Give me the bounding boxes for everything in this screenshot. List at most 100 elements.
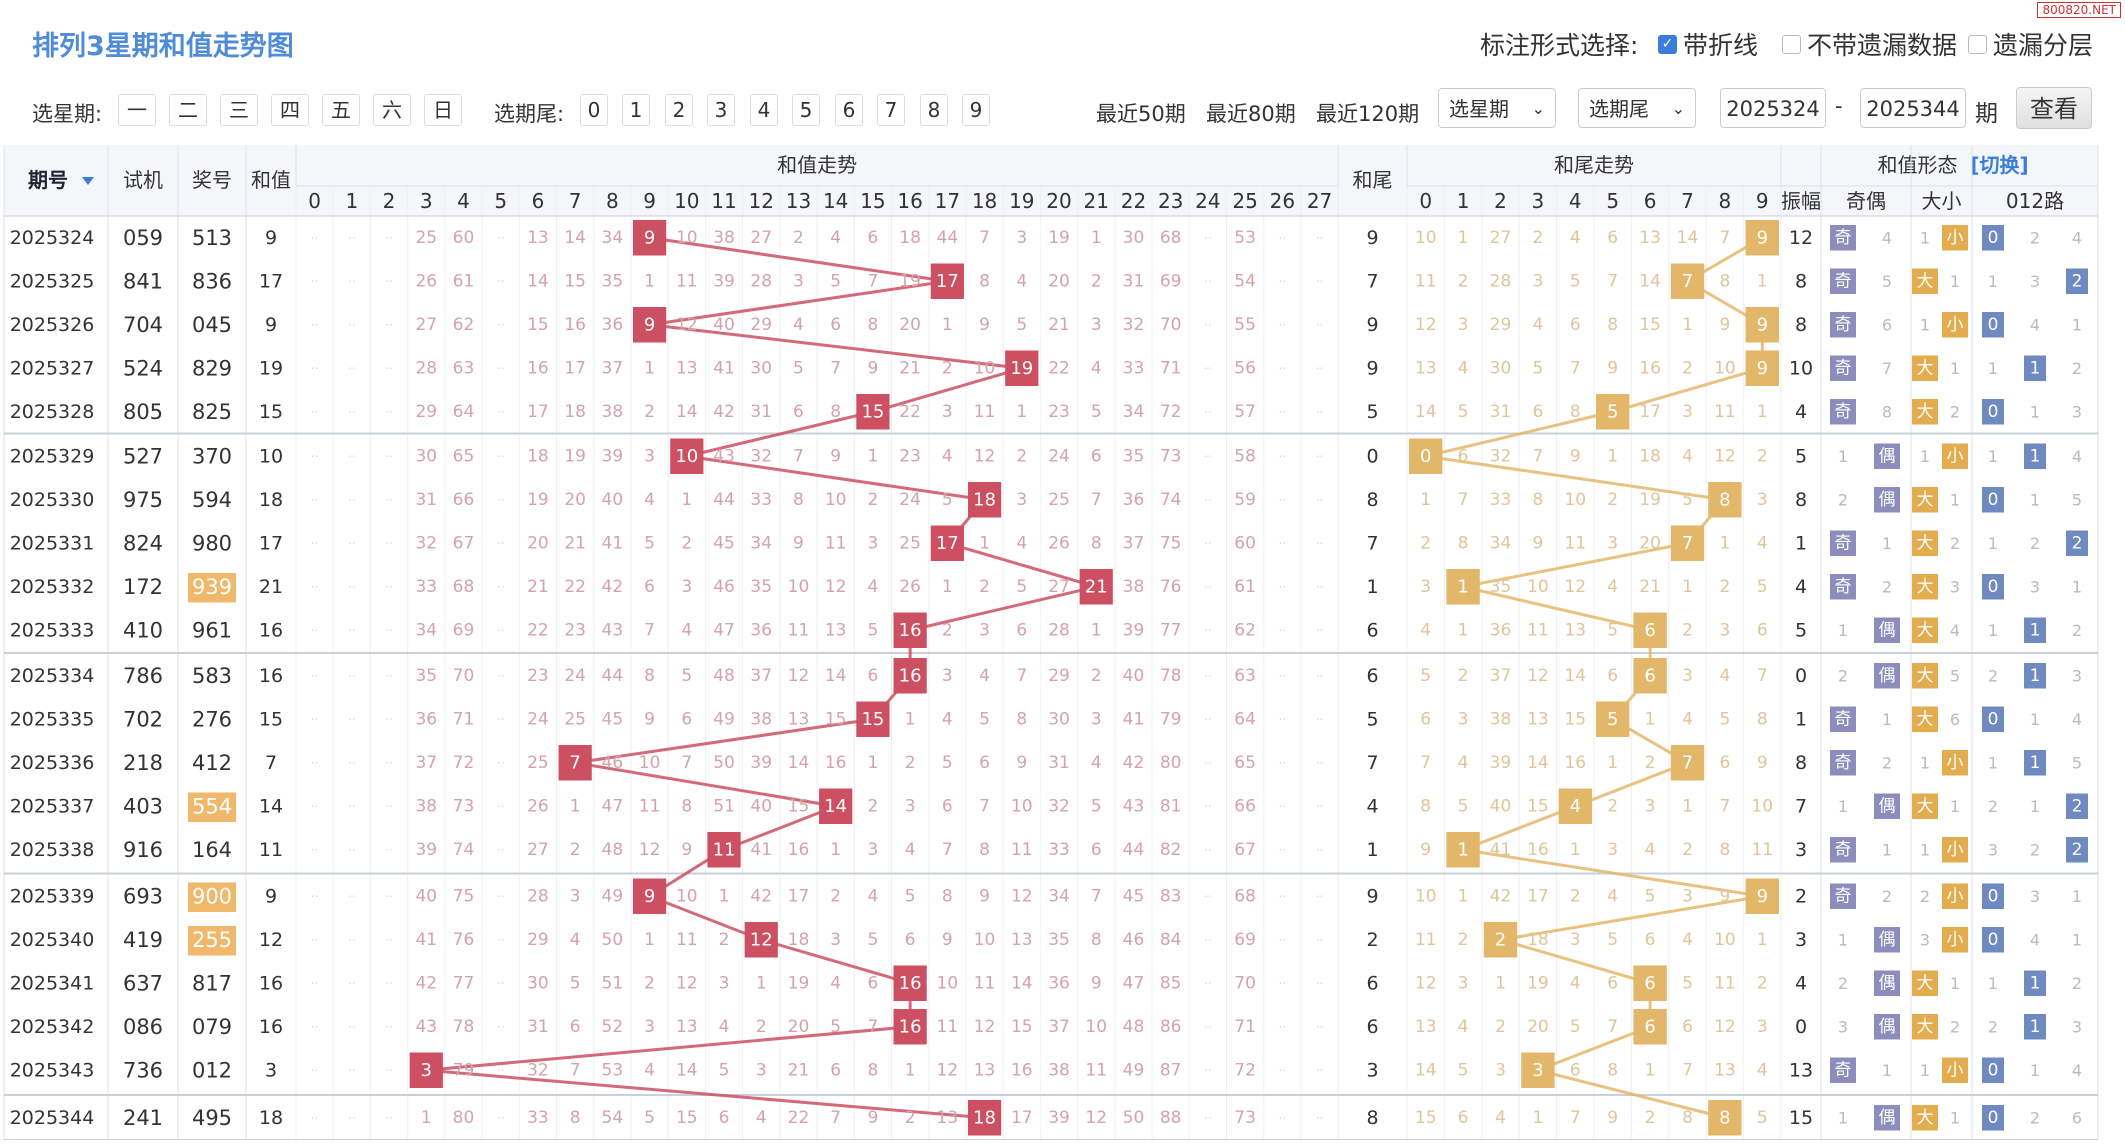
weekday-button[interactable]: 四 [271,94,309,126]
select-tail[interactable]: 选期尾 ⌄ [1578,88,1696,128]
tail-omit-value: 4 [1682,930,1693,950]
trial-cell: 410 [123,618,163,642]
sum-omit-value: 48 [602,840,624,860]
option-no-omit[interactable]: 不带遗漏数据 [1782,26,1957,62]
sum-omit-value: 6 [570,1017,581,1037]
option-layer[interactable]: 遗漏分层 [1968,26,2093,62]
sum-omit-value: 35 [750,577,772,597]
tail-omit-value: 14 [1564,666,1586,686]
tail-omit-value: 1 [1458,228,1469,248]
sum-omit-value: 24 [527,709,549,729]
sum-omit-value: 22 [1048,358,1070,378]
tail-button[interactable]: 6 [835,94,863,126]
tail-button[interactable]: 3 [707,94,735,126]
weekday-button[interactable]: 三 [220,94,258,126]
tail-button[interactable]: 8 [920,94,948,126]
sum-omit-value: 44 [713,490,735,510]
sum-cell: 9 [265,885,277,907]
sum-omit-value: 2 [1091,271,1102,291]
checkbox-icon[interactable] [1968,34,1987,54]
route-omit: 2 [2030,228,2040,247]
sum-omit-value: 41 [415,930,437,950]
sum-omit-value: 7 [681,753,692,773]
sum-omit-value: 32 [750,446,772,466]
route-marker [1982,312,2004,338]
tail-hit-label: 1 [1457,576,1468,597]
sum-omit-value: 83 [1160,886,1182,906]
sum-omit-value: ·· [311,712,319,726]
sum-omit-value: ·· [1204,493,1212,507]
sum-omit-value: ·· [497,933,505,947]
route-marker [2024,355,2046,381]
sum-omit-value: ·· [311,799,319,813]
sum-omit-value: ·· [1316,843,1324,857]
range-80-link[interactable]: 最近80期 [1206,102,1296,126]
date-to-input[interactable]: 2025344 [1860,88,1966,128]
sum-omit-value: 10 [676,228,698,248]
weekday-button[interactable]: 六 [373,94,411,126]
sum-omit-value: ·· [311,318,319,332]
tail-button[interactable]: 4 [750,94,778,126]
sum-cell: 9 [265,314,277,336]
sum-omit-value: 1 [570,796,581,816]
weekday-button[interactable]: 二 [169,94,207,126]
sum-omit-value: ·· [311,536,319,550]
option-polyline[interactable]: ✓ 带折线 [1658,26,1758,62]
tail-col-label: 0 [1419,189,1432,213]
sum-omit-value: ·· [1316,1063,1324,1077]
range-120-link[interactable]: 最近120期 [1316,102,1420,126]
sum-omit-value: ·· [385,712,393,726]
sum-omit-value: 5 [570,973,581,993]
tail-button[interactable]: 7 [877,94,905,126]
range-50-link[interactable]: 最近50期 [1096,102,1186,126]
big-small-marker [1942,1057,1968,1083]
sum-omit-value: 73 [1234,1108,1256,1128]
sum-col-label: 27 [1307,189,1332,213]
sum-omit-value: 49 [1123,1060,1145,1080]
tail-button[interactable]: 9 [962,94,990,126]
tail-hit-label: 5 [1607,709,1618,730]
query-button[interactable]: 查看 [2016,87,2092,129]
weekday-button[interactable]: 日 [424,94,462,126]
tail-omit-value: 1 [1458,886,1469,906]
sum-omit-value: 42 [415,973,437,993]
sum-omit-value: ·· [497,274,505,288]
weekday-button[interactable]: 一 [118,94,156,126]
sum-omit-value: 5 [867,620,878,640]
route-marker [2024,443,2046,469]
sum-omit-value: 40 [602,490,624,510]
sum-omit-value: 60 [1234,533,1256,553]
select-weekday[interactable]: 选星期 ⌄ [1438,88,1556,128]
checkbox-checked-icon[interactable]: ✓ [1658,34,1677,54]
tail-omit-value: 17 [1527,886,1549,906]
tail-omit-value: 9 [1757,753,1768,773]
weekday-button[interactable]: 五 [322,94,360,126]
date-from-input[interactable]: 2025324 [1720,88,1826,128]
sum-omit-value: ·· [497,405,505,419]
route-marker [2066,530,2088,556]
prize-cell: 513 [192,226,232,250]
route-omit: 3 [2030,272,2040,291]
trial-cell: 172 [123,575,163,599]
tail-omit-value: 8 [1719,840,1730,860]
sum-omit-value: 8 [681,796,692,816]
sum-omit-value: 3 [1091,315,1102,335]
tail-button[interactable]: 1 [622,94,650,126]
sum-omit-value: 3 [1091,709,1102,729]
checkbox-icon[interactable] [1782,34,1801,54]
sum-omit-value: 78 [1160,666,1182,686]
tail-button[interactable]: 5 [792,94,820,126]
tail-button[interactable]: 2 [665,94,693,126]
sum-omit-value: 7 [644,620,655,640]
sum-col-label: 10 [674,189,699,213]
sum-hit-label: 16 [899,620,922,641]
sum-omit-value: 25 [899,533,921,553]
sum-omit-value: ·· [348,405,356,419]
period-cell: 2025326 [10,314,95,336]
sum-omit-value: 2 [681,533,692,553]
odd-even-label: 奇 [1835,402,1852,422]
sum-omit-value: ·· [1316,1020,1324,1034]
sum-omit-value: 1 [1091,228,1102,248]
odd-even-marker [1830,312,1856,338]
tail-button[interactable]: 0 [580,94,608,126]
